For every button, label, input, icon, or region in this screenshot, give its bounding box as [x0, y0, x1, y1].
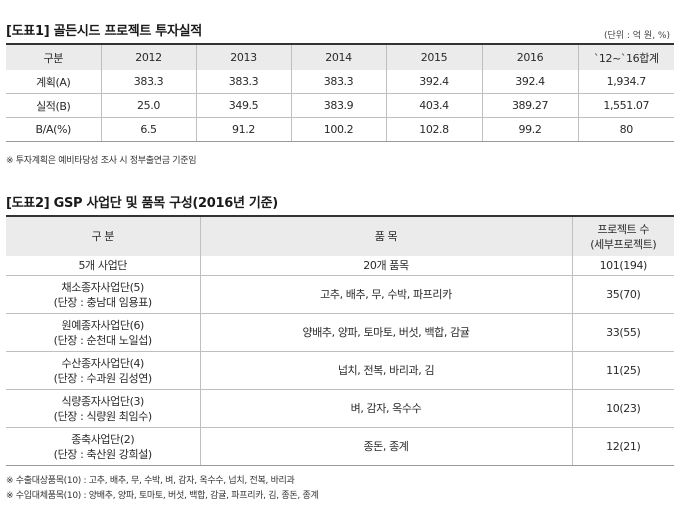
table-cell: 고추, 배추, 무, 수박, 파프리카: [199, 275, 572, 314]
group-name: 원예종자사업단(6): [61, 318, 145, 332]
table-cell: 벼, 감자, 옥수수: [199, 389, 572, 428]
table-row: 실적(B) 25.0 349.5 383.9 403.4 389.27 1,55…: [6, 93, 674, 118]
table-row: 채소종자사업단(5) (단장 : 충남대 임용표) 고추, 배추, 무, 수박,…: [6, 275, 674, 314]
table-row: 수산종자사업단(4) (단장 : 수과원 김성연) 넙치, 전복, 바리과, 김…: [6, 351, 674, 390]
table1-header-cell: 2013: [195, 45, 291, 70]
table2-title: [도표2] GSP 사업단 및 품목 구성(2016년 기준): [6, 196, 278, 211]
table1-header-cell: 2014: [290, 45, 386, 70]
gsp-composition-table: 구 분 품 목 프로젝트 수 (세부프로젝트) 5개 사업단 20개 품목 10…: [6, 217, 674, 466]
table-cell: 식량종자사업단(3) (단장 : 식량원 최임수): [6, 389, 200, 428]
table1-header-cell: `12~`16합계: [577, 45, 674, 70]
table-cell: 102.8: [385, 117, 482, 142]
table-row: 식량종자사업단(3) (단장 : 식량원 최임수) 벼, 감자, 옥수수 10(…: [6, 389, 674, 428]
table-cell: 389.27: [481, 93, 578, 118]
table-cell: 99.2: [481, 117, 578, 142]
table-cell: 349.5: [195, 93, 291, 118]
group-name: 수산종자사업단(4): [61, 356, 145, 370]
table-cell: 5개 사업단: [78, 259, 128, 272]
table-cell: 101(194): [571, 256, 674, 276]
group-leader: (단장 : 순천대 노일섭): [53, 333, 153, 347]
table-cell: 10(23): [571, 389, 674, 428]
table-cell: 80: [577, 117, 674, 142]
table2-header-items: 품 목: [199, 217, 572, 256]
table1-title: [도표1] 골든시드 프로젝트 투자실적: [6, 24, 202, 39]
table1-header-cell: 2015: [385, 45, 482, 70]
table1-header-cell: 2016: [481, 45, 578, 70]
investment-table: 구분 2012 2013 2014 2015 2016 `12~`16합계 계획…: [6, 45, 674, 142]
table-cell: 6.5: [100, 117, 196, 142]
group-leader: (단장 : 충남대 임용표): [53, 295, 153, 309]
table-cell: 392.4: [481, 70, 578, 94]
table1-header-cell: 구분: [6, 45, 101, 70]
table-cell: 채소종자사업단(5) (단장 : 충남대 임용표): [6, 275, 200, 314]
group-name: 채소종자사업단(5): [61, 280, 145, 294]
table2-header-row: 구 분 품 목 프로젝트 수 (세부프로젝트): [6, 217, 674, 256]
group-leader: (단장 : 수과원 김성연): [53, 371, 153, 385]
table-cell: 383.3: [290, 70, 386, 94]
table2-header-category: 구 분: [6, 217, 200, 256]
table-cell: 35(70): [571, 275, 674, 314]
group-leader: (단장 : 식량원 최임수): [53, 409, 153, 423]
table-cell: 383.9: [290, 93, 386, 118]
header-line: (세부프로젝트): [590, 237, 657, 251]
group-leader: (단장 : 축산원 강희설): [53, 447, 153, 461]
table-cell: 양배추, 양파, 토마토, 버섯, 백합, 감귤: [199, 313, 572, 352]
table-cell: 383.3: [195, 70, 291, 94]
table-cell: 넙치, 전복, 바리과, 김: [199, 351, 572, 390]
table-cell: 11(25): [571, 351, 674, 390]
table-row: 종축사업단(2) (단장 : 축산원 강희설) 종돈, 종계 12(21): [6, 427, 674, 466]
table1-header-row: 구분 2012 2013 2014 2015 2016 `12~`16합계: [6, 45, 674, 70]
table-cell: 383.3: [100, 70, 196, 94]
table-row: 원예종자사업단(6) (단장 : 순천대 노일섭) 양배추, 양파, 토마토, …: [6, 313, 674, 352]
group-name: 종축사업단(2): [71, 432, 135, 446]
table-cell: 403.4: [385, 93, 482, 118]
table-cell: 12(21): [571, 427, 674, 466]
table2-note-import: ※ 수입대체품목(10) : 양배추, 양파, 토마토, 버섯, 백합, 감귤,…: [6, 491, 319, 501]
table-cell: 1,551.07: [577, 93, 674, 118]
table-row: 계획(A) 383.3 383.3 383.3 392.4 392.4 1,93…: [6, 70, 674, 94]
table1-note: ※ 투자계획은 예비타당성 조사 시 정부출연금 기준임: [6, 156, 197, 166]
table-cell: B/A(%): [6, 117, 101, 142]
table2-top-rule: [6, 215, 674, 217]
table-cell: 25.0: [100, 93, 196, 118]
table-cell: 종돈, 종계: [199, 427, 572, 466]
table-cell: 100.2: [290, 117, 386, 142]
table-row-total: 5개 사업단 20개 품목 101(194): [6, 256, 674, 276]
table-cell: 91.2: [195, 117, 291, 142]
table2-header-project-count: 프로젝트 수 (세부프로젝트): [571, 217, 674, 256]
table1-unit: (단위 : 억 원, %): [603, 31, 670, 41]
table1-header-cell: 2012: [100, 45, 196, 70]
table2-note-export: ※ 수출대상품목(10) : 고추, 배추, 무, 수박, 벼, 감자, 옥수수…: [6, 476, 295, 486]
group-name: 식량종자사업단(3): [61, 394, 145, 408]
table-cell: 33(55): [571, 313, 674, 352]
table-cell: 1,934.7: [577, 70, 674, 94]
table-cell: 20개 품목: [199, 256, 572, 276]
table-row: B/A(%) 6.5 91.2 100.2 102.8 99.2 80: [6, 117, 674, 142]
table-cell: 실적(B): [6, 93, 101, 118]
table-cell: 수산종자사업단(4) (단장 : 수과원 김성연): [6, 351, 200, 390]
table-cell: 계획(A): [36, 75, 71, 89]
table1-top-rule: [6, 43, 674, 45]
header-line: 프로젝트 수: [597, 222, 650, 236]
table-cell: 392.4: [385, 70, 482, 94]
table-cell: 종축사업단(2) (단장 : 축산원 강희설): [6, 427, 200, 466]
table-cell: 원예종자사업단(6) (단장 : 순천대 노일섭): [6, 313, 200, 352]
